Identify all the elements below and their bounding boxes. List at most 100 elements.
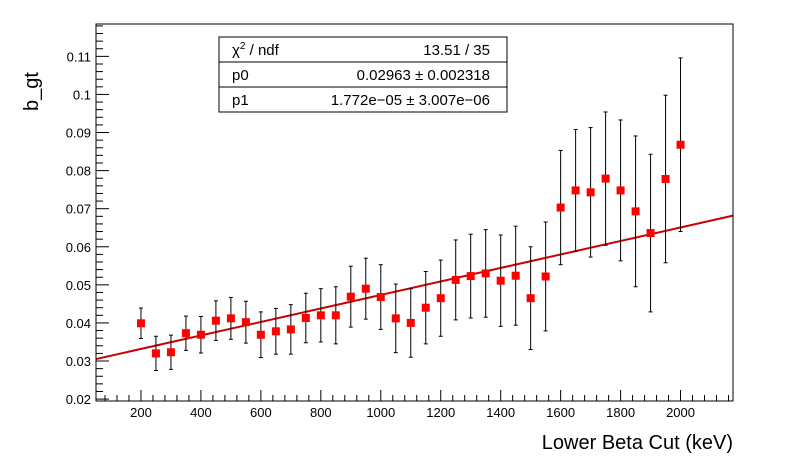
data-marker	[586, 188, 595, 197]
data-point	[601, 111, 610, 246]
data-marker	[646, 229, 655, 238]
y-tick-label: 0.1	[73, 87, 91, 102]
y-axis-title: b_gt	[21, 72, 43, 111]
data-marker	[556, 203, 565, 212]
data-point	[511, 225, 520, 326]
data-point	[661, 94, 670, 264]
p1-label: p1	[232, 92, 249, 109]
data-point	[571, 128, 580, 252]
data-marker	[271, 327, 280, 336]
p0-label: p0	[232, 67, 249, 84]
y-tick-label: 0.07	[66, 202, 91, 217]
chi2-ndf-value: 13.51 / 35	[423, 42, 490, 59]
data-marker	[211, 316, 220, 325]
data-point	[466, 233, 475, 319]
data-point	[406, 288, 415, 358]
y-tick-label: 0.06	[66, 240, 91, 255]
data-point	[526, 246, 535, 351]
data-marker	[661, 174, 670, 183]
data-marker	[346, 292, 355, 301]
y-tick-label: 0.02	[66, 392, 91, 407]
data-point	[541, 221, 550, 332]
x-tick-label: 200	[130, 405, 152, 420]
x-tick-label: 800	[310, 405, 332, 420]
data-marker	[301, 313, 310, 322]
y-tick-label: 0.08	[66, 164, 91, 179]
data-marker	[151, 349, 160, 358]
data-point	[556, 149, 565, 266]
data-marker	[376, 293, 385, 302]
chi-symbol: χ	[232, 42, 240, 59]
data-marker	[361, 284, 370, 293]
data-point	[331, 286, 340, 345]
data-point	[151, 335, 160, 372]
data-point	[361, 257, 370, 320]
data-marker	[466, 272, 475, 281]
data-marker	[196, 330, 205, 339]
data-point	[196, 315, 205, 354]
data-point	[301, 292, 310, 344]
data-point	[436, 259, 445, 337]
x-axis-title: Lower Beta Cut (keV)	[542, 432, 733, 454]
data-marker	[286, 325, 295, 334]
y-tick-label: 0.11	[67, 49, 91, 64]
data-point	[241, 300, 250, 344]
data-marker	[676, 140, 685, 149]
x-tick-label: 1600	[546, 405, 575, 420]
data-marker	[541, 272, 550, 281]
data-marker	[571, 186, 580, 195]
data-marker	[616, 186, 625, 195]
data-point	[166, 334, 175, 370]
chi-superscript: 2	[240, 41, 246, 52]
data-point	[451, 239, 460, 321]
data-marker	[436, 294, 445, 303]
data-marker	[496, 276, 505, 285]
data-marker	[451, 275, 460, 284]
data-point	[616, 119, 625, 262]
chi2-ndf-label-rest: / ndf	[245, 42, 279, 59]
data-marker	[511, 271, 520, 280]
x-axis: 200 400 600 800 1000 1200 1400 1600 1800 2000	[104, 390, 730, 420]
data-marker	[391, 314, 400, 323]
data-marker	[526, 294, 535, 303]
x-tick-label: 1200	[426, 405, 455, 420]
y-tick-label: 0.09	[66, 126, 91, 141]
data-marker	[631, 207, 640, 216]
y-tick-label: 0.04	[66, 316, 91, 331]
data-point	[346, 265, 355, 328]
data-point	[631, 135, 640, 288]
data-marker	[601, 174, 610, 183]
x-tick-label: 600	[250, 405, 272, 420]
data-point	[226, 296, 235, 340]
data-marker	[421, 303, 430, 312]
data-point	[136, 307, 145, 340]
data-point	[256, 311, 265, 359]
p1-value: 1.772e−05 ± 3.007e−06	[331, 92, 490, 109]
data-marker	[241, 318, 250, 327]
data-point	[181, 315, 190, 351]
x-tick-label: 2000	[666, 405, 695, 420]
data-point	[271, 307, 280, 355]
data-point	[316, 288, 325, 343]
data-point	[646, 153, 655, 313]
data-marker	[226, 314, 235, 323]
data-point	[211, 300, 220, 341]
fit-stats-box: χ2 / ndf 13.51 / 35 p0 0.02963 ± 0.00231…	[218, 36, 508, 113]
stats-box-frame	[218, 36, 508, 113]
data-marker	[331, 311, 340, 320]
data-marker	[406, 318, 415, 327]
x-tick-label: 1000	[366, 405, 395, 420]
data-marker	[481, 269, 490, 278]
data-point	[586, 127, 595, 258]
data-point	[391, 283, 400, 354]
data-marker	[136, 319, 145, 328]
data-marker	[316, 311, 325, 320]
data-point	[481, 229, 490, 318]
data-point	[286, 304, 295, 355]
data-points-layer	[136, 57, 685, 372]
y-tick-label: 0.03	[66, 354, 91, 369]
p0-value: 0.02963 ± 0.002318	[357, 67, 490, 84]
y-axis: 0.02 0.03 0.04 0.05 0.06 0.07 0.08 0.09 0.1 0.11	[66, 25, 109, 407]
y-tick-label: 0.05	[66, 278, 91, 293]
